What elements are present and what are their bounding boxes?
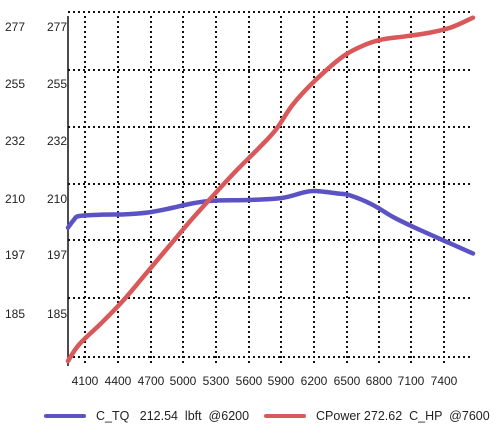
y-tick-label-inner: 210 <box>47 192 67 206</box>
x-tick-label: 7400 <box>431 374 458 388</box>
series-lines <box>65 15 476 364</box>
legend-swatch-torque <box>44 414 86 418</box>
x-tick-label: 6800 <box>366 374 393 388</box>
y-tick-label-outer: 210 <box>5 192 25 206</box>
y-tick-label-inner: 197 <box>47 248 67 262</box>
x-tick-label: 6200 <box>301 374 328 388</box>
legend-swatch-power <box>264 414 306 418</box>
x-tick-label: 7100 <box>398 374 425 388</box>
legend-label-torque: C_TQ 212.54 lbft @6200 <box>96 409 250 423</box>
y-tick-labels-inner: 277 255 232 210 197 185 <box>47 20 67 321</box>
y-tick-label-outer: 197 <box>5 248 25 262</box>
legend-item-torque: C_TQ 212.54 lbft @6200 <box>44 404 249 428</box>
series-line-power <box>65 15 476 364</box>
x-tick-label: 4100 <box>72 374 99 388</box>
x-tick-label: 4700 <box>138 374 165 388</box>
series-line-torque <box>65 188 476 256</box>
legend: C_TQ 212.54 lbft @6200 CPower 272.62 C_H… <box>0 404 500 428</box>
x-tick-label: 4400 <box>105 374 132 388</box>
y-tick-labels-outer: 277 255 232 210 197 185 <box>5 20 25 321</box>
x-tick-label: 5000 <box>170 374 197 388</box>
y-tick-label-inner: 277 <box>47 20 67 34</box>
y-tick-label-outer: 232 <box>5 134 25 148</box>
grid-lines <box>68 11 473 366</box>
x-tick-label: 6500 <box>334 374 361 388</box>
x-tick-label: 5600 <box>236 374 263 388</box>
y-tick-label-inner: 255 <box>47 77 67 91</box>
legend-label-power: CPower 272.62 C_HP @7600 <box>316 409 490 423</box>
y-tick-label-outer: 255 <box>5 77 25 91</box>
legend-item-power: CPower 272.62 C_HP @7600 <box>264 404 490 428</box>
y-tick-label-inner: 232 <box>47 134 67 148</box>
x-tick-labels: 4100 4400 4700 5000 5300 5600 5900 6200 6500 6800… <box>72 374 458 388</box>
x-tick-label: 5900 <box>268 374 295 388</box>
y-tick-label-outer: 277 <box>5 20 25 34</box>
x-tick-label: 5300 <box>203 374 230 388</box>
y-tick-label-outer: 185 <box>5 307 25 321</box>
y-tick-label-inner: 185 <box>47 307 67 321</box>
